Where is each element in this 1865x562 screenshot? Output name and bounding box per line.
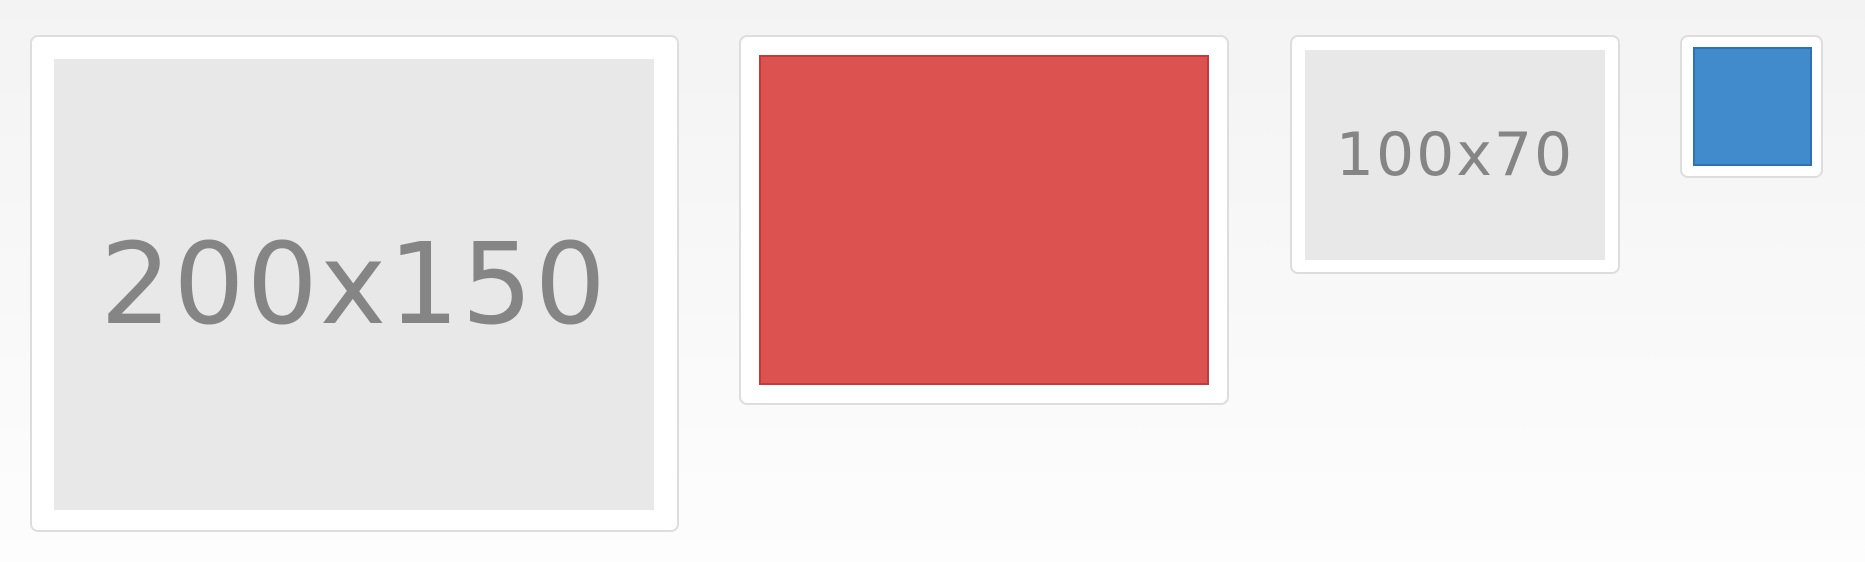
thumbnail-blue[interactable]: [1680, 35, 1823, 178]
thumbnail-red[interactable]: [739, 35, 1229, 405]
blue-color-image: [1693, 47, 1812, 166]
thumbnail-100x70[interactable]: 100x70: [1290, 35, 1620, 274]
thumbnail-200x150[interactable]: 200x150: [30, 35, 679, 532]
red-color-image: [759, 55, 1209, 385]
placeholder-label: 100x70: [1335, 120, 1575, 190]
placeholder-image-200x150: 200x150: [54, 59, 654, 510]
placeholder-image-100x70: 100x70: [1305, 50, 1605, 260]
placeholder-label: 200x150: [100, 219, 608, 350]
